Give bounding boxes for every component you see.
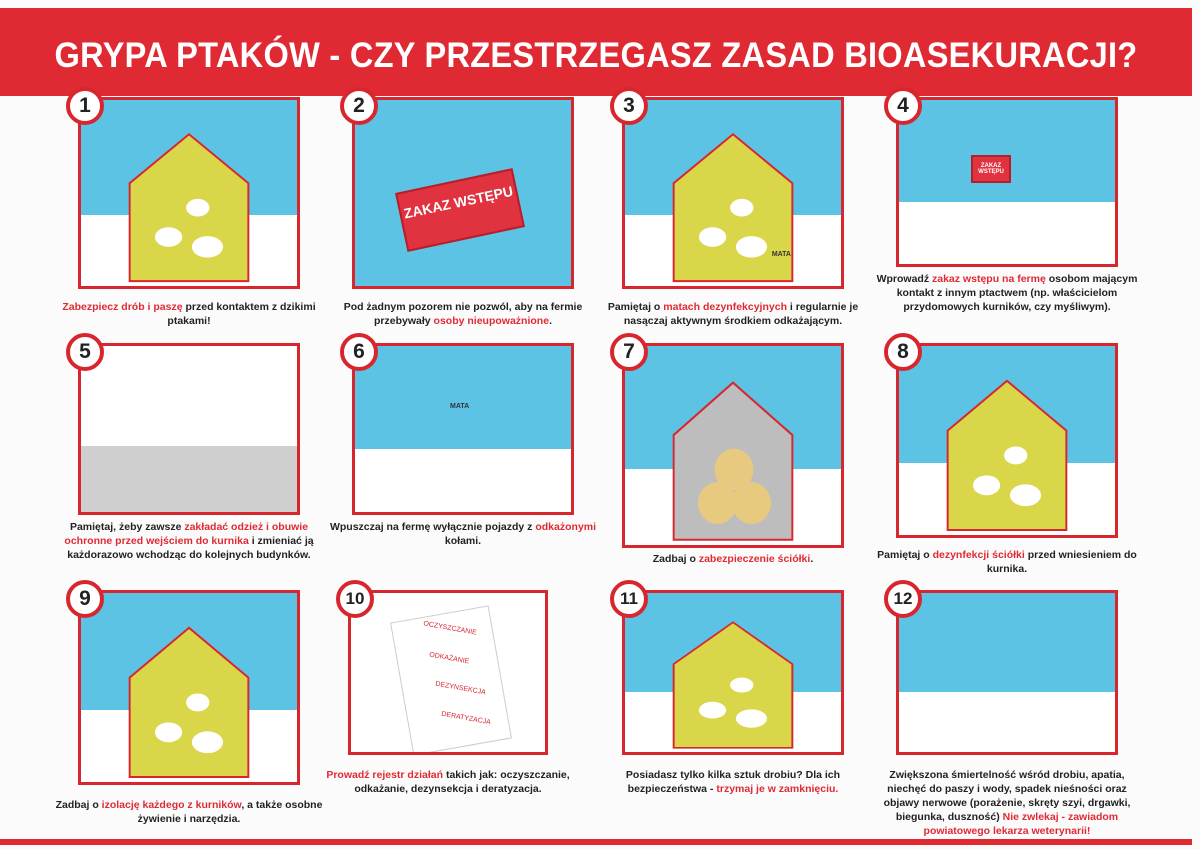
caption-highlight: izolację każdego z kurników <box>101 799 242 811</box>
caption-text: Zadbaj o <box>55 799 102 811</box>
panel-8-caption: Pamiętaj o dezynfekcji ściółki przed wni… <box>872 548 1142 576</box>
caption-highlight: zabezpieczenie ściółki <box>698 553 811 565</box>
footer-line <box>0 839 1192 845</box>
caption-text: . <box>549 315 552 327</box>
house-icon <box>672 621 794 749</box>
panel-2-caption: Pod żadnym pozorem nie pozwól, aby na fe… <box>328 300 598 328</box>
step-number-badge: 5 <box>66 333 104 371</box>
panel-9-caption: Zadbaj o izolację każdego z kurników, a … <box>54 798 324 826</box>
panel-1-illustration <box>78 97 300 289</box>
floor <box>81 445 297 512</box>
caption-highlight: trzymaj je w zamknięciu. <box>716 783 839 795</box>
caption-highlight: osoby nieupoważnione <box>433 315 550 327</box>
caption-text: Pod żadnym pozorem nie pozwól, aby na fe… <box>343 301 583 327</box>
caption-text: przed kontaktem z dzikimi ptakami! <box>167 301 316 327</box>
caption-highlight: Prowadź rejestr działań <box>326 769 444 781</box>
panel-6-caption: Wpuszczaj na fermę wyłącznie pojazdy z o… <box>328 520 598 548</box>
caption-highlight: odkażonymi <box>535 521 597 533</box>
step-number-badge: 1 <box>66 87 104 125</box>
caption-text: Wprowadź <box>876 273 932 285</box>
caption-text: Zwiększona śmiertelność wśród drobiu, ap… <box>883 769 1131 823</box>
wall <box>81 346 297 446</box>
caption-highlight: Zabezpiecz drób i paszę <box>62 301 183 313</box>
caption-text: Wpuszczaj na fermę wyłącznie pojazdy z <box>329 521 536 533</box>
sky <box>355 346 571 449</box>
caption-text: Posiadasz tylko kilka sztuk drobiu? Dla … <box>625 769 841 795</box>
mat-label: MATA <box>771 251 791 258</box>
panel-3-illustration: MATA <box>622 97 844 289</box>
caption-text: przed wniesieniem do kurnika. <box>986 549 1137 575</box>
panel-10-illustration: OCZYSZCZANIE ODKAŻANIE DEZYNSEKCJA DERATYZA… <box>348 590 548 755</box>
caption-highlight: zakładać odzież i obuwie ochronne przed … <box>64 521 309 547</box>
step-number-badge: 3 <box>610 87 648 125</box>
house-icon <box>672 381 794 541</box>
panel-8-illustration <box>896 343 1118 538</box>
header-band <box>0 8 1192 96</box>
caption-highlight: dezynfekcji ściółki <box>932 549 1025 561</box>
panel-7-caption: Zadbaj o zabezpieczenie ściółki. <box>598 552 868 566</box>
panel-4-caption: Wprowadź zakaz wstępu na fermę osobom ma… <box>872 272 1142 314</box>
step-number-badge: 10 <box>336 580 374 618</box>
caption-text: i zmieniać ją każdorazowo wchodząc do ko… <box>67 535 314 561</box>
caption-highlight: matach dezynfekcyjnych <box>663 301 787 313</box>
house-icon <box>946 379 1068 532</box>
caption-text: takich jak: oczyszczanie, odkażanie, dez… <box>354 769 570 795</box>
step-number-badge: 8 <box>884 333 922 371</box>
caption-text: i regularnie je nasączaj aktywnym środki… <box>623 301 859 327</box>
sky <box>899 100 1115 202</box>
panel-10-caption: Prowadź rejestr działań takich jak: oczy… <box>313 768 583 796</box>
panel-5-illustration <box>78 343 300 515</box>
step-number-badge: 2 <box>340 87 378 125</box>
caption-text: Zadbaj o <box>652 553 699 565</box>
house-icon <box>128 626 250 779</box>
page-title: GRYPA PTAKÓW - CZY PRZESTRZEGASZ ZASAD B… <box>54 36 1138 75</box>
house-icon <box>672 132 794 283</box>
caption-text: osobom mającym kontakt z innym ptactwem … <box>896 273 1138 313</box>
mat-label: MATA <box>450 403 470 410</box>
panel-4-illustration: ZAKAZ WSTĘPU <box>896 97 1118 267</box>
panel-1-caption: Zabezpiecz drób i paszę przed kontaktem … <box>54 300 324 328</box>
step-number-badge: 6 <box>340 333 378 371</box>
no-entry-sign: ZAKAZ WSTĘPU <box>971 155 1011 183</box>
step-number-badge: 9 <box>66 580 104 618</box>
caption-highlight: Nie zwlekaj - zawiadom powiatowego lekar… <box>923 811 1119 837</box>
panel-11-illustration <box>622 590 844 755</box>
caption-text: kołami. <box>444 535 482 547</box>
panel-2-illustration: ZAKAZ WSTĘPU <box>352 97 574 289</box>
step-number-badge: 7 <box>610 333 648 371</box>
caption-text: , a także osobne żywienie i narzędzia. <box>137 799 323 825</box>
caption-text: Pamiętaj o <box>607 301 664 313</box>
house-icon <box>128 132 250 283</box>
step-number-badge: 12 <box>884 580 922 618</box>
panel-12-illustration <box>896 590 1118 755</box>
sky <box>899 593 1115 692</box>
panel-3-caption: Pamiętaj o matach dezynfekcyjnych i regu… <box>598 300 868 328</box>
panel-7-illustration <box>622 343 844 548</box>
panel-9-illustration <box>78 590 300 785</box>
step-number-badge: 4 <box>884 87 922 125</box>
panel-6-illustration: MATA <box>352 343 574 515</box>
caption-highlight: zakaz wstępu na fermę <box>932 273 1046 285</box>
panel-5-caption: Pamiętaj, żeby zawsze zakładać odzież i … <box>54 520 324 562</box>
panel-11-caption: Posiadasz tylko kilka sztuk drobiu? Dla … <box>598 768 868 796</box>
caption-text: . <box>810 553 814 565</box>
step-number-badge: 11 <box>610 580 648 618</box>
caption-text: Pamiętaj, żeby zawsze <box>69 521 185 533</box>
caption-text: Pamiętaj o <box>877 549 933 561</box>
panel-12-caption: Zwiększona śmiertelność wśród drobiu, ap… <box>872 768 1142 838</box>
